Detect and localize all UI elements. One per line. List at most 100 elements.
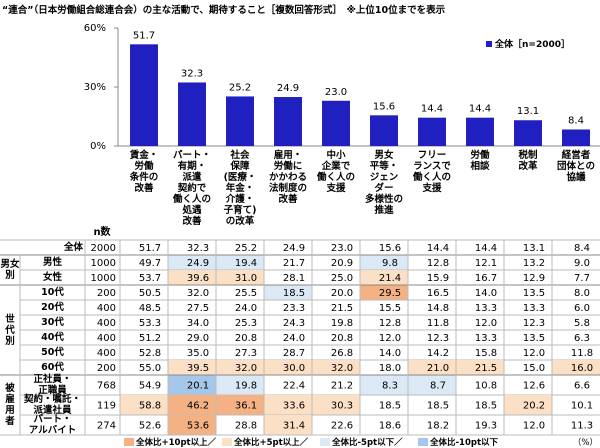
x-tick-label: 男女 平等・ ジェン ダー 多様性の 推進 — [364, 150, 403, 216]
cell-value: 29.5 — [379, 288, 401, 299]
cell-value: 8.4 — [574, 243, 590, 254]
highlight-cell — [168, 415, 216, 435]
cell-value: 18.2 — [427, 421, 449, 432]
cell-value: 14.0 — [379, 348, 401, 359]
highlight-cell — [120, 395, 168, 415]
n-value: 1000 — [91, 273, 116, 284]
cell-value: 12.0 — [523, 421, 545, 432]
cell-value: 12.0 — [523, 348, 545, 359]
value-label: 32.3 — [181, 68, 203, 79]
value-label: 8.4 — [568, 115, 584, 126]
x-tick-label: 賃金・ 労働 条件の 改善 — [129, 150, 159, 194]
cell-value: 6.0 — [574, 303, 590, 314]
highlight-cell — [168, 395, 216, 415]
highlight-cell — [216, 270, 264, 285]
cell-value: 46.2 — [187, 401, 209, 412]
cell-value: 33.6 — [283, 401, 305, 412]
x-tick-label: 雇用・ 労働に かかわる 法制度の 改善 — [268, 150, 307, 205]
n-value: 119 — [97, 401, 116, 412]
y-tick-label: 30% — [84, 82, 106, 93]
cell-value: 11.8 — [427, 318, 449, 329]
cell-value: 32.3 — [187, 243, 209, 254]
highlight-cell — [360, 285, 408, 300]
cell-value: 23.3 — [283, 303, 305, 314]
row-label: 60代 — [41, 362, 64, 373]
cell-value: 25.0 — [331, 273, 353, 284]
value-label: 25.2 — [229, 82, 251, 93]
highlight-cell — [168, 255, 216, 270]
cell-value: 21.0 — [427, 363, 449, 374]
cell-value: 51.2 — [139, 333, 161, 344]
x-tick-label: 経営者 団体との 協議 — [557, 150, 595, 183]
cell-value: 18.5 — [427, 401, 449, 412]
legend-swatch — [222, 438, 232, 446]
highlight-cell — [312, 395, 360, 415]
cell-value: 35.0 — [187, 348, 209, 359]
value-label: 24.9 — [277, 83, 299, 94]
cell-value: 24.0 — [235, 303, 257, 314]
cell-value: 15.5 — [379, 303, 401, 314]
row-label: パート・ アルバイト — [28, 414, 77, 436]
highlight-cell — [360, 375, 408, 395]
x-tick-label: 中小 企業で 働く人の 支援 — [316, 150, 355, 194]
cell-value: 13.5 — [523, 333, 545, 344]
value-label: 14.4 — [421, 104, 443, 115]
cell-value: 31.0 — [235, 273, 257, 284]
cell-value: 27.3 — [235, 348, 257, 359]
cell-value: 53.7 — [139, 273, 161, 284]
legend-label: 全体［n=2000］ — [494, 38, 570, 50]
cell-value: 14.0 — [475, 288, 497, 299]
cell-value: 53.6 — [187, 421, 209, 432]
cell-value: 27.5 — [187, 303, 209, 314]
cell-value: 20.2 — [523, 401, 545, 412]
cell-value: 13.3 — [523, 303, 545, 314]
cell-value: 12.9 — [523, 273, 545, 284]
row-label: 契約・嘱託・ 派遣社員 — [23, 394, 81, 416]
cell-value: 6.6 — [574, 381, 590, 392]
cell-value: 54.9 — [139, 381, 161, 392]
cell-value: 9.0 — [574, 258, 590, 269]
cell-value: 8.3 — [382, 381, 398, 392]
cell-value: 16.5 — [427, 288, 449, 299]
value-label: 14.4 — [469, 104, 491, 115]
legend-swatch — [486, 41, 492, 47]
row-label: 男性 — [42, 257, 62, 268]
cell-value: 24.9 — [187, 258, 209, 269]
cell-value: 13.1 — [523, 243, 545, 254]
highlight-cell — [216, 360, 264, 375]
cell-value: 52.6 — [139, 421, 161, 432]
cell-value: 51.7 — [139, 243, 161, 254]
highlight-cell — [264, 360, 312, 375]
cell-value: 18.0 — [379, 363, 401, 374]
highlight-cell — [312, 360, 360, 375]
legend-label: 全体比-10pt以下 — [429, 437, 499, 448]
legend-label: 全体比+10pt以上／ — [135, 437, 217, 448]
cell-value: 14.2 — [427, 348, 449, 359]
cell-value: 32.0 — [331, 363, 353, 374]
bar — [178, 82, 206, 146]
cell-value: 12.3 — [427, 333, 449, 344]
cell-value: 14.4 — [427, 243, 449, 254]
highlight-cell — [216, 395, 264, 415]
cell-value: 24.0 — [283, 333, 305, 344]
row-label: 正社員・ 正職員 — [33, 374, 72, 396]
n-value: 200 — [97, 288, 116, 299]
bar — [418, 117, 446, 146]
highlight-cell — [168, 360, 216, 375]
cell-value: 15.0 — [523, 363, 545, 374]
x-tick-label: 労働 相談 — [470, 150, 490, 172]
cell-value: 28.7 — [283, 348, 305, 359]
cell-value: 12.6 — [523, 381, 545, 392]
unit-label: （%） — [573, 437, 598, 448]
cell-value: 5.8 — [574, 318, 590, 329]
cell-value: 25.2 — [235, 243, 257, 254]
cell-value: 15.9 — [427, 273, 449, 284]
n-header: n数 — [93, 225, 111, 238]
bar — [466, 117, 494, 146]
cell-value: 13.5 — [523, 288, 545, 299]
bar — [322, 100, 350, 146]
cell-value: 20.8 — [235, 333, 257, 344]
cell-value: 6.3 — [574, 333, 590, 344]
highlight-cell — [216, 375, 264, 395]
cell-value: 20.8 — [331, 333, 353, 344]
